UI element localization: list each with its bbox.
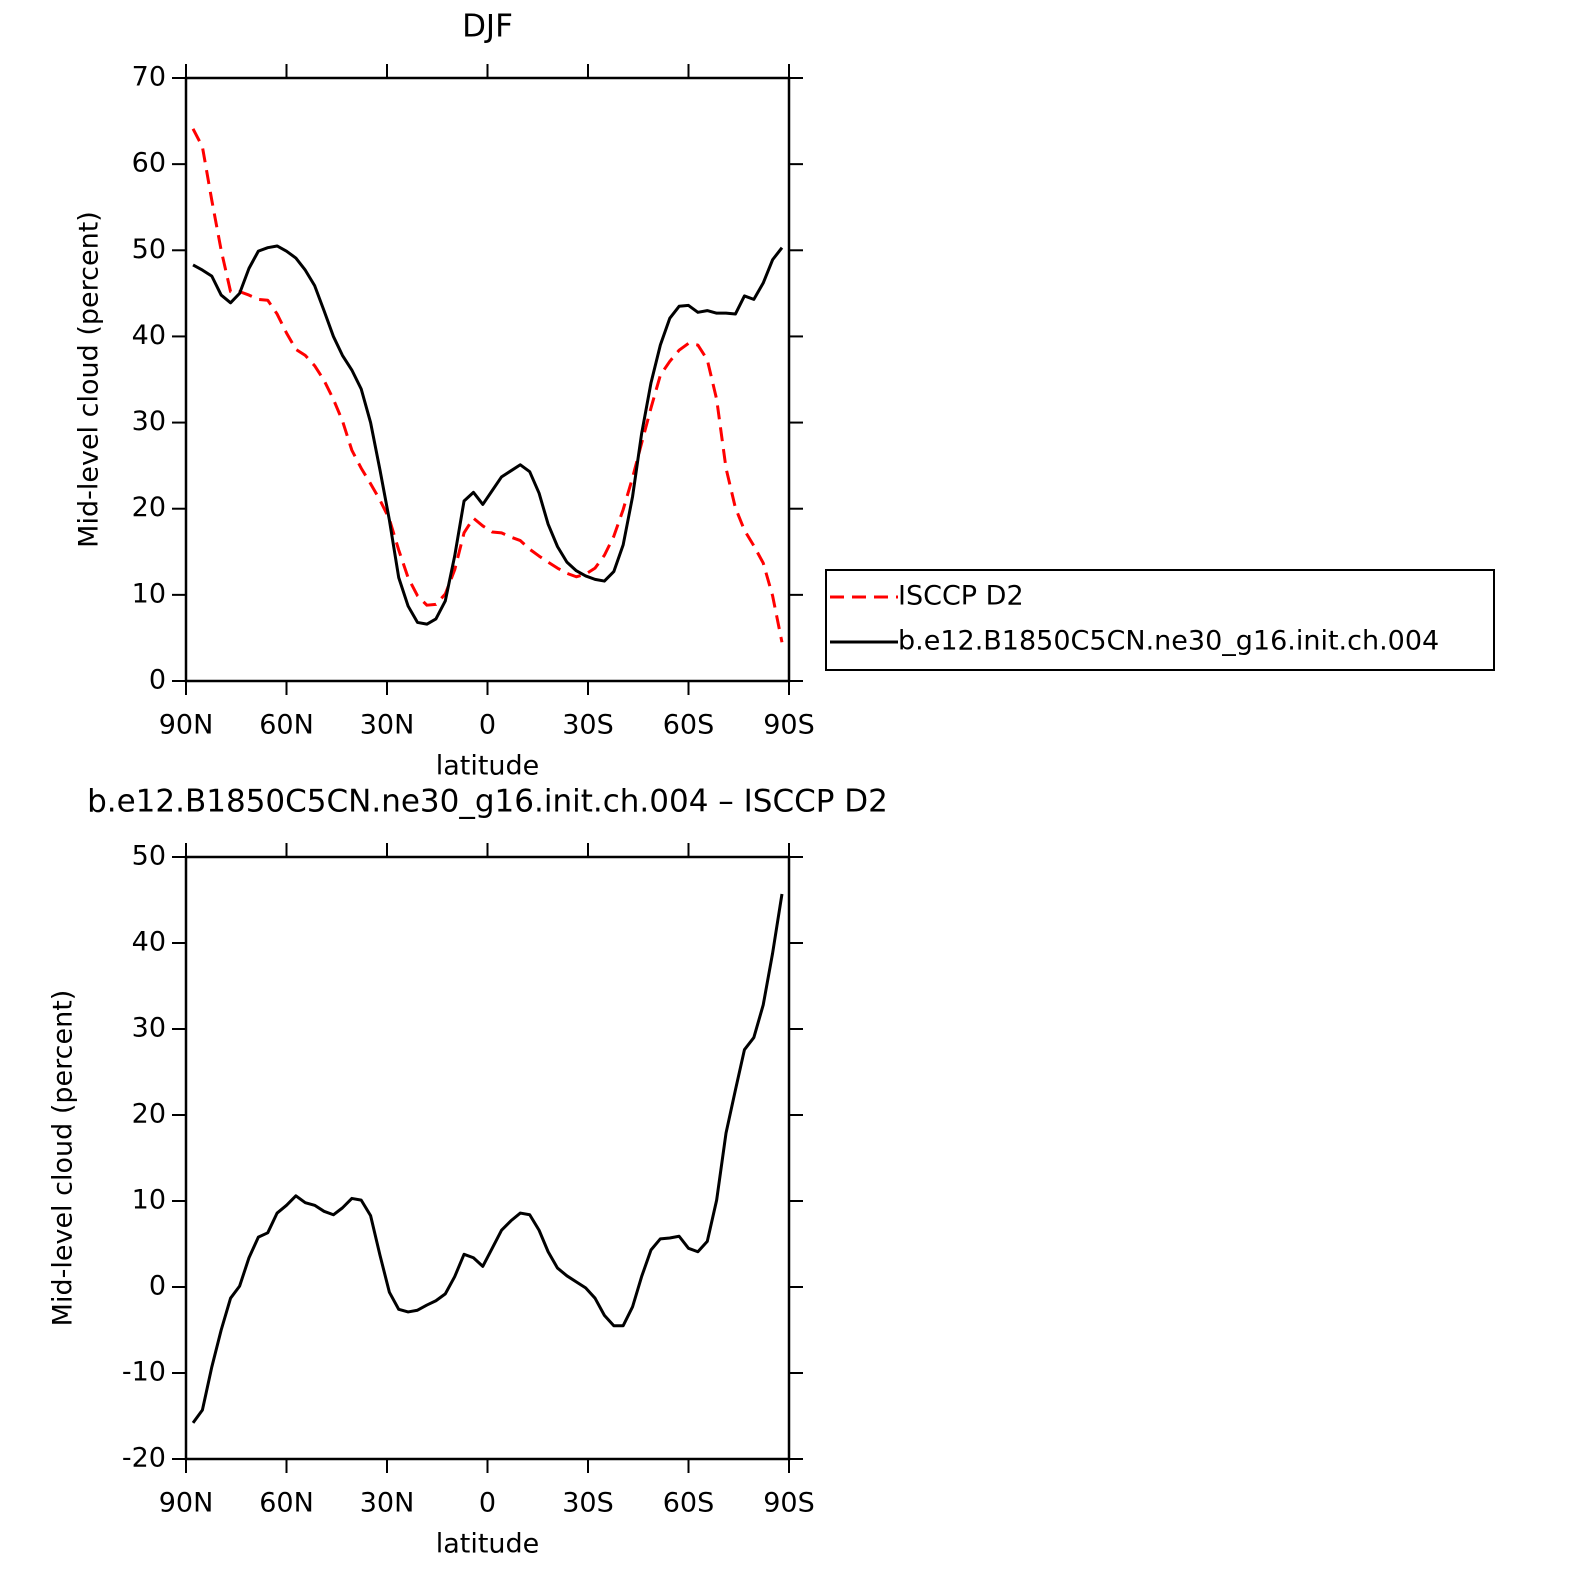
x-tick-label: 90S — [763, 710, 815, 741]
y-tick-label: 30 — [132, 406, 166, 437]
y-tick-label: 10 — [132, 578, 166, 609]
x-tick-label: 30S — [562, 1488, 614, 1519]
x-tick-label: 60S — [663, 710, 715, 741]
chart-title: DJF — [462, 9, 513, 45]
x-axis-label: latitude — [436, 751, 540, 782]
x-tick-label: 0 — [479, 710, 496, 741]
x-axis-label: latitude — [436, 1529, 540, 1560]
legend-label: ISCCP D2 — [898, 581, 1024, 612]
y-tick-label: 60 — [132, 148, 166, 179]
x-tick-label: 30S — [562, 710, 614, 741]
legend-box — [825, 569, 1495, 671]
x-tick-label: 60N — [259, 710, 314, 741]
y-tick-label: 50 — [132, 841, 166, 872]
y-tick-label: 0 — [149, 1271, 166, 1302]
x-tick-label: 60N — [259, 1488, 314, 1519]
x-tick-label: 0 — [479, 1488, 496, 1519]
chart-title: b.e12.B1850C5CN.ne30_g16.init.ch.004 – I… — [87, 784, 888, 820]
y-tick-label: 20 — [132, 492, 166, 523]
plot-frame — [184, 855, 791, 1461]
y-axis-label: Mid-level cloud (percent) — [48, 990, 79, 1327]
data-line — [192, 244, 784, 626]
y-tick-label: 0 — [149, 665, 166, 696]
y-tick-label: 50 — [132, 234, 166, 265]
x-tick-label: 90S — [763, 1488, 815, 1519]
y-axis-label: Mid-level cloud (percent) — [74, 211, 105, 548]
y-tick-label: 30 — [132, 1013, 166, 1044]
y-tick-label: 10 — [132, 1185, 166, 1216]
x-tick-label: 30N — [360, 1488, 415, 1519]
y-tick-label: -20 — [122, 1443, 166, 1474]
plot-frame — [184, 76, 791, 683]
y-tick-label: 20 — [132, 1099, 166, 1130]
y-tick-label: 70 — [132, 62, 166, 93]
data-line — [191, 128, 784, 643]
legend-label: b.e12.B1850C5CN.ne30_g16.init.ch.004 — [898, 626, 1439, 657]
x-tick-label: 30N — [360, 710, 415, 741]
data-line — [191, 893, 784, 1424]
y-tick-label: 40 — [132, 927, 166, 958]
y-tick-label: 40 — [132, 320, 166, 351]
x-tick-label: 90N — [159, 710, 214, 741]
y-tick-label: -10 — [122, 1357, 166, 1388]
x-tick-label: 90N — [159, 1488, 214, 1519]
x-tick-label: 60S — [663, 1488, 715, 1519]
